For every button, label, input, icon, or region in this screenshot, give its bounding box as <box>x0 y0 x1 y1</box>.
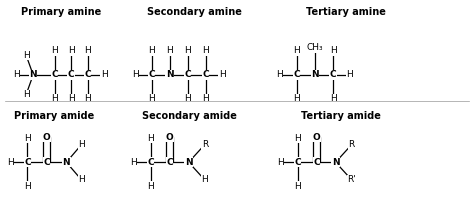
Text: H: H <box>132 70 138 79</box>
Text: H: H <box>294 134 301 143</box>
Text: H: H <box>7 158 14 167</box>
Text: Primary amide: Primary amide <box>14 111 95 121</box>
Text: H: H <box>23 51 29 60</box>
Text: H: H <box>68 46 74 56</box>
Text: N: N <box>311 70 319 79</box>
Text: N: N <box>332 158 339 167</box>
Text: H: H <box>51 46 58 56</box>
Text: H: H <box>101 70 108 79</box>
Text: H: H <box>130 158 137 167</box>
Text: H: H <box>277 158 284 167</box>
Text: H: H <box>293 46 300 56</box>
Text: H: H <box>23 90 29 99</box>
Text: CH₃: CH₃ <box>307 43 324 52</box>
Text: O: O <box>43 133 50 142</box>
Text: H: H <box>166 46 173 56</box>
Text: H: H <box>78 140 85 149</box>
Text: H: H <box>13 70 20 79</box>
Text: H: H <box>84 94 91 103</box>
Text: Secondary amine: Secondary amine <box>147 7 242 17</box>
Text: C: C <box>68 70 74 79</box>
Text: C: C <box>184 70 191 79</box>
Text: O: O <box>313 133 320 142</box>
Text: H: H <box>184 46 191 56</box>
Text: H: H <box>24 134 31 143</box>
Text: C: C <box>313 158 320 167</box>
Text: H: H <box>148 94 155 103</box>
Text: N: N <box>29 70 37 79</box>
Text: O: O <box>166 133 173 142</box>
Text: C: C <box>294 158 301 167</box>
Text: H: H <box>148 46 155 56</box>
Text: H: H <box>330 94 337 103</box>
Text: N: N <box>166 70 173 79</box>
Text: H: H <box>51 94 58 103</box>
Text: H: H <box>219 70 226 79</box>
Text: C: C <box>51 70 58 79</box>
Text: H: H <box>84 46 91 56</box>
Text: H: H <box>147 134 154 143</box>
Text: R: R <box>201 140 208 149</box>
Text: C: C <box>147 158 154 167</box>
Text: Tertiary amide: Tertiary amide <box>301 111 381 121</box>
Text: C: C <box>84 70 91 79</box>
Text: R': R' <box>347 175 356 184</box>
Text: N: N <box>185 158 192 167</box>
Text: H: H <box>78 175 85 184</box>
Text: H: H <box>202 94 209 103</box>
Text: H: H <box>346 70 353 79</box>
Text: N: N <box>63 158 70 167</box>
Text: Primary amine: Primary amine <box>21 7 102 17</box>
Text: H: H <box>202 46 209 56</box>
Text: Tertiary amine: Tertiary amine <box>306 7 386 17</box>
Text: H: H <box>24 182 31 191</box>
Text: C: C <box>148 70 155 79</box>
Text: H: H <box>276 70 283 79</box>
Text: H: H <box>68 94 74 103</box>
Text: H: H <box>293 94 300 103</box>
Text: H: H <box>147 182 154 191</box>
Text: Secondary amide: Secondary amide <box>142 111 237 121</box>
Text: C: C <box>330 70 337 79</box>
Text: C: C <box>293 70 300 79</box>
Text: H: H <box>330 46 337 56</box>
Text: C: C <box>43 158 50 167</box>
Text: C: C <box>166 158 173 167</box>
Text: H: H <box>184 94 191 103</box>
Text: R: R <box>348 140 355 149</box>
Text: H: H <box>294 182 301 191</box>
Text: H: H <box>201 175 208 184</box>
Text: C: C <box>202 70 209 79</box>
Text: C: C <box>24 158 31 167</box>
